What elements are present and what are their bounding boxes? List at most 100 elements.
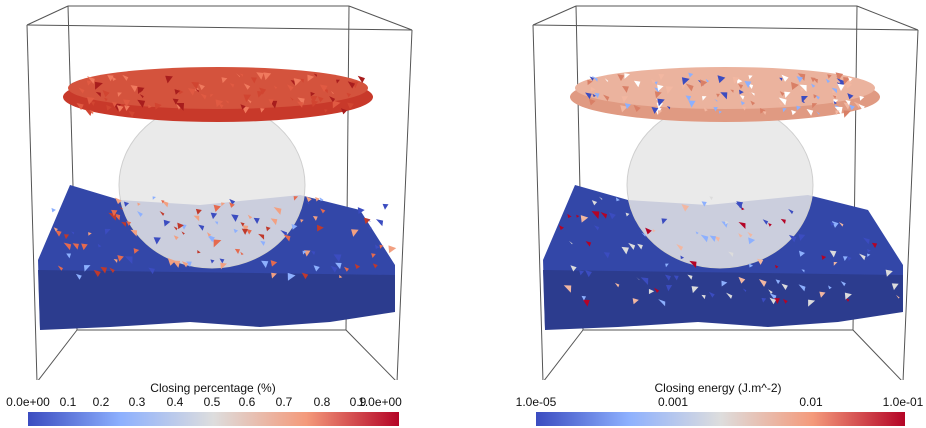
mesh-facet [701,201,707,207]
mesh-facet [748,75,753,80]
mesh-facet [648,288,655,295]
mesh-facet [798,234,806,241]
mesh-facet [615,197,620,202]
mesh-facet [842,256,848,262]
mesh-facet [246,98,252,104]
mesh-facet [685,95,692,102]
mesh-facet [225,100,229,104]
mesh-facet [628,242,636,250]
mesh-facet [701,96,707,101]
mesh-facet [769,297,777,305]
colorbar [28,412,399,426]
mesh-facet [836,78,844,86]
mesh-facet [799,84,807,92]
mesh-facet [661,218,668,225]
mesh-facet [347,81,356,89]
mesh-facet [747,231,753,238]
mesh-facet [784,91,791,98]
sphere [626,101,814,269]
colorbar-tick-label: 1.0e-05 [515,395,557,409]
mesh-facet [761,297,767,303]
mesh-facet [346,92,352,98]
mesh-facet [319,197,324,202]
mesh-facet [580,215,589,223]
mesh-facet [603,252,610,259]
mesh-facet [705,78,710,83]
mesh-facet [654,287,660,293]
mesh-facet [736,201,744,209]
mesh-facet [833,262,838,266]
mesh-facet [819,291,826,298]
mesh-facet [592,93,596,98]
mesh-facet [666,285,673,292]
mesh-facet [84,108,92,117]
mesh-facet [260,240,266,246]
mesh-facet [121,221,127,227]
mesh-facet [740,100,746,106]
mesh-facet [161,200,165,204]
mesh-facet [388,245,397,254]
mesh-facet [270,260,278,267]
mesh-facet [191,81,199,90]
mesh-facet [791,109,797,116]
mesh-facet [178,89,184,95]
mesh-facet [300,78,304,83]
mesh-facet [111,209,118,217]
mesh-facet [718,110,722,114]
mesh-facet [88,232,92,236]
mesh-facet [210,259,215,264]
mesh-facet [859,95,865,101]
mesh-facet [218,103,224,109]
mesh-facet [811,83,816,88]
mesh-facet [821,255,827,260]
mesh-facet [828,285,832,290]
mesh-facet [732,76,740,84]
mesh-facet [296,101,304,108]
mesh-facet [665,86,674,95]
mesh-facet [657,98,665,107]
mesh-facet [307,74,315,82]
mesh-facet [633,80,641,88]
colorbar-title: Closing percentage (%) [150,381,276,395]
mesh-facet [624,73,630,79]
mesh-facet [739,89,744,95]
mesh-facet [181,231,185,235]
mesh-facet [109,267,115,273]
mesh-facet [833,101,837,105]
mesh-facet [137,202,141,206]
mesh-facet [363,217,371,225]
mesh-facet [53,227,58,232]
mesh-facet [55,230,62,237]
mesh-facet [332,100,341,109]
mesh-facet [311,100,319,108]
mesh-facet [748,263,754,268]
mesh-facet [800,88,804,93]
colorbar-tick-label: 0.7 [275,395,293,409]
mesh-facet [260,108,265,113]
mesh-facet [708,291,715,298]
mesh-facet [827,74,832,79]
mesh-facet [716,93,720,98]
mesh-facet [152,196,156,200]
mesh-facet [76,102,84,111]
mesh-facet [119,206,123,210]
mesh-facet [709,196,714,201]
mesh-facet [300,219,304,223]
mesh-facet [812,78,818,84]
mesh-facet [210,94,214,98]
mesh-facet [243,94,252,103]
mesh-facet [656,102,664,110]
mesh-facet [603,94,610,101]
mesh-facet [825,78,831,84]
mesh-facet [721,280,728,287]
mesh-facet [173,226,178,231]
mesh-facet [681,204,690,212]
left-3d-scene [26,5,413,380]
mesh-facet [81,243,88,251]
mesh-facet [847,256,852,261]
mesh-facet [122,99,131,107]
mesh-facet [759,108,766,114]
mesh-facet [837,83,845,91]
mesh-facet [838,222,844,227]
mesh-facet [748,91,752,95]
